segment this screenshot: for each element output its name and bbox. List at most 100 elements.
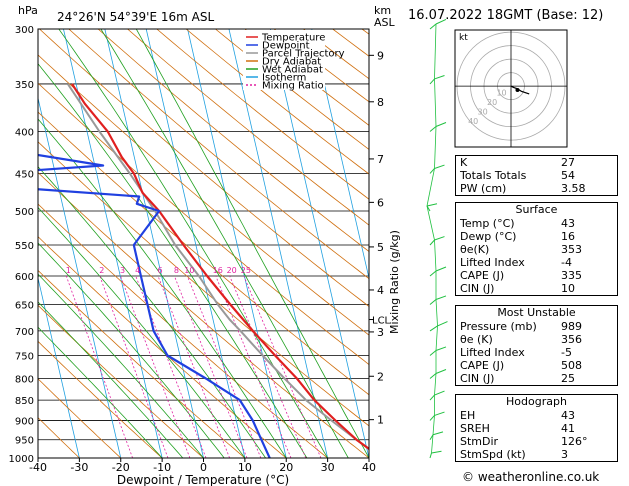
- surface-label: Dewp (°C): [460, 230, 517, 243]
- surface-value: -4: [561, 256, 572, 269]
- mixing-ratio-label: 25: [241, 266, 251, 275]
- km-label: km: [374, 4, 391, 17]
- index-label: PW (cm): [460, 182, 507, 195]
- pressure-tick-label: 800: [15, 374, 34, 385]
- profiles: [38, 83, 369, 458]
- most-unstable-label: Pressure (mb): [460, 320, 537, 333]
- pressure-tick-label: 850: [15, 396, 34, 407]
- mixing-ratio-line: [135, 275, 207, 458]
- wet-adiabat-line: [38, 118, 287, 458]
- indices-panel: K 27 Totals Totals 54 PW (cm) 3.58: [455, 155, 618, 196]
- dry-adiabat-line: [38, 340, 163, 458]
- surface-value: 43: [561, 217, 575, 230]
- most-unstable-table: Pressure (mb) 989 θe (K) 356 Lifted Index -5 C…: [456, 320, 617, 385]
- pressure-tick-label: 700: [15, 327, 34, 338]
- legend-label: Dewpoint: [262, 41, 310, 52]
- wind-barb: [429, 394, 435, 401]
- mixing-ratio-label: 6: [157, 266, 162, 275]
- hodograph-stat-label: EH: [460, 409, 476, 422]
- most-unstable-value: -5: [561, 346, 572, 359]
- surface-panel: Surface Temp (°C) 43 Dewp (°C) 16 θe(K) 353 Li…: [455, 202, 618, 296]
- hpa-label: hPa: [18, 4, 38, 17]
- km-tick-label: 3: [377, 326, 384, 339]
- most-unstable-label: CIN (J): [460, 372, 495, 385]
- most-unstable-label: Lifted Index: [460, 346, 525, 359]
- wind-barb-staff: [426, 23, 438, 454]
- legend-label: Parcel Trajectory: [262, 49, 345, 60]
- legend-label: Mixing Ratio: [262, 81, 324, 92]
- dry-adiabat-line: [38, 111, 369, 396]
- mixing-ratio-line: [120, 275, 191, 458]
- axes: 3003504004505005506006507007508008509009…: [9, 25, 391, 474]
- surface-row: CAPE (J) 335: [456, 269, 617, 282]
- most-unstable-row: θe (K) 356: [456, 333, 617, 346]
- wind-barb-flag: [434, 75, 445, 80]
- index-row: K 27: [456, 156, 617, 169]
- wind-barb-flag: [435, 19, 447, 25]
- isotherm-line: [187, 29, 287, 458]
- dry-adiabat-line: [38, 82, 369, 366]
- legend-label: Wet Adiabat: [262, 65, 323, 76]
- dry-adiabat-line: [38, 171, 369, 458]
- x-tick-label: 30: [321, 461, 335, 474]
- hodograph-ring-label: 20: [487, 98, 497, 107]
- x-tick-label: 20: [279, 461, 293, 474]
- surface-table: Temp (°C) 43 Dewp (°C) 16 θe(K) 353 Lifted Ind…: [456, 217, 617, 295]
- isotherm-line: [269, 29, 369, 458]
- storm-motion-marker: [515, 88, 520, 93]
- surface-row: θe(K) 353: [456, 243, 617, 256]
- x-tick-label: 10: [238, 461, 252, 474]
- km-tick-label: 2: [377, 370, 384, 383]
- x-tick-label: -30: [70, 461, 88, 474]
- wind-barb: [429, 299, 437, 305]
- pressure-tick-label: 750: [15, 351, 34, 362]
- pressure-tick-label: 450: [15, 169, 34, 180]
- mixing-ratio-label: 3: [120, 266, 125, 275]
- index-value: 3.58: [561, 182, 586, 195]
- dry-adiabat-line: [185, 29, 369, 175]
- mixing-ratio-line: [187, 275, 262, 458]
- dry-adiabat-line: [38, 378, 122, 458]
- pressure-tick-label: 950: [15, 436, 34, 447]
- pressure-tick-label: 1000: [9, 454, 34, 465]
- pressure-tick-label: 550: [15, 241, 34, 252]
- wind-barb-flag: [435, 369, 447, 374]
- hodograph-ring-label: 30: [478, 108, 488, 117]
- wet-adiabat-line: [38, 301, 184, 458]
- wind-barb: [429, 270, 437, 277]
- index-label: Totals Totals: [460, 169, 527, 182]
- index-value: 54: [561, 169, 575, 182]
- surface-value: 335: [561, 269, 582, 282]
- wind-barbs: [426, 19, 448, 459]
- background-lines: [38, 29, 369, 458]
- hodograph-stat-label: StmDir: [460, 435, 499, 448]
- wind-barb: [429, 325, 438, 332]
- legend-label: Dry Adiabat: [262, 57, 321, 68]
- dry-adiabat-line: [38, 269, 246, 458]
- asl-label: ASL: [374, 16, 396, 29]
- dry-adiabat-line: [38, 236, 287, 458]
- credit-label: © weatheronline.co.uk: [462, 470, 600, 484]
- wet-adiabat-line: [38, 166, 266, 458]
- surface-row: Dewp (°C) 16: [456, 230, 617, 243]
- legend-box: [243, 30, 325, 90]
- km-tick-label: 4: [377, 284, 384, 297]
- surface-label: θe(K): [460, 243, 490, 256]
- mixing-ratio-line: [174, 275, 248, 458]
- pressure-tick-label: 400: [15, 128, 34, 139]
- hodograph-stat-label: StmSpd (kt): [460, 448, 526, 461]
- most-unstable-row: CIN (J) 25: [456, 372, 617, 385]
- mixing-ratio-line: [215, 275, 292, 458]
- surface-label: CAPE (J): [460, 269, 505, 282]
- isotherm-line: [104, 29, 204, 458]
- isotherm-line: [38, 276, 80, 458]
- surface-value: 10: [561, 282, 575, 295]
- x-tick-label: -10: [153, 461, 171, 474]
- wind-barb: [429, 415, 435, 421]
- index-row: PW (cm) 3.58: [456, 182, 617, 195]
- wind-barb-flag: [432, 431, 444, 436]
- wind-barb-flag: [437, 321, 448, 327]
- most-unstable-value: 25: [561, 372, 575, 385]
